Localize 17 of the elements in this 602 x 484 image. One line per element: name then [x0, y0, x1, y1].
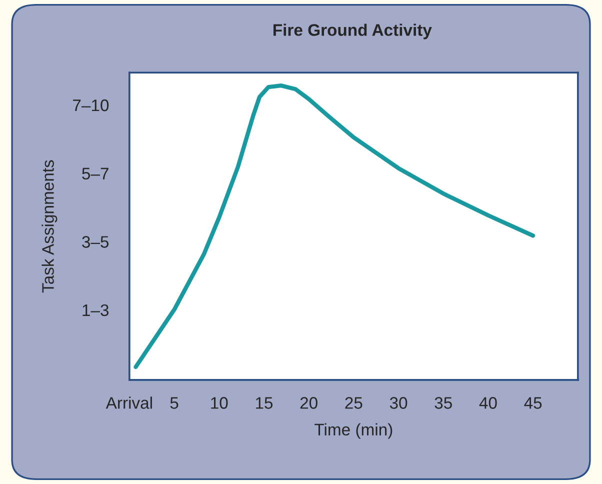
x-axis-title: Time (min)	[314, 423, 392, 439]
x-tick-label: Arrival	[106, 396, 152, 409]
x-tick-label: 45	[524, 397, 542, 409]
x-tick-label: 25	[345, 397, 362, 409]
x-tick-label: 5	[170, 397, 178, 409]
x-tick-label: 15	[256, 397, 273, 409]
text: 3–5	[82, 236, 109, 248]
x-tick-label: 20	[300, 397, 318, 409]
text: 5–7	[82, 168, 108, 180]
text: 1–3	[82, 304, 109, 316]
x-tick-label: 10	[211, 397, 228, 409]
text: 7–10	[73, 99, 109, 112]
x-tick-label: 35	[434, 397, 452, 409]
chart-title: Fire Ground Activity	[274, 24, 432, 40]
y-axis-title: Task Assignments	[42, 160, 58, 293]
x-tick-label: 40	[479, 397, 497, 409]
x-tick-label: 30	[390, 397, 408, 409]
